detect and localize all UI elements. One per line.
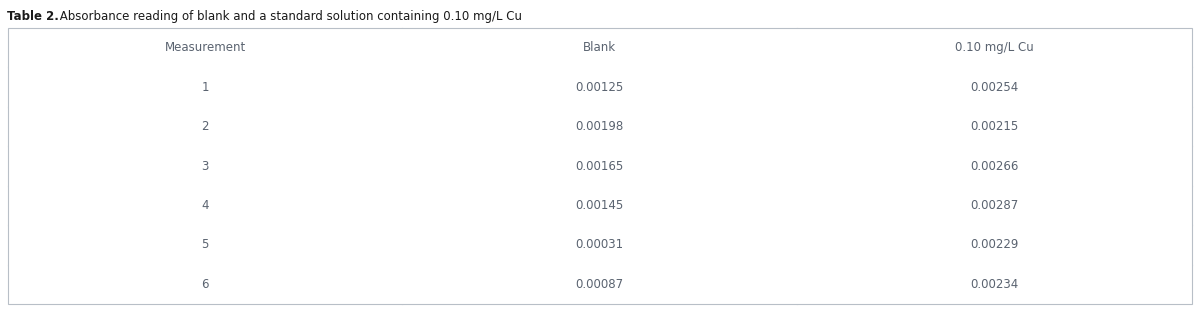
Text: 4: 4 [202,199,209,212]
Text: 0.00031: 0.00031 [575,238,624,251]
Text: 0.00125: 0.00125 [575,80,624,94]
Text: Absorbance reading of blank and a standard solution containing 0.10 mg/L Cu: Absorbance reading of blank and a standa… [56,10,522,23]
Text: 3: 3 [202,159,209,173]
Text: 2: 2 [202,120,209,133]
Text: 0.00254: 0.00254 [970,80,1019,94]
Text: Blank: Blank [583,41,616,54]
Text: 5: 5 [202,238,209,251]
Text: 0.00215: 0.00215 [970,120,1019,133]
Text: 0.10 mg/L Cu: 0.10 mg/L Cu [955,41,1033,54]
Text: 0.00087: 0.00087 [575,278,624,291]
Text: 0.00266: 0.00266 [970,159,1019,173]
Text: 0.00198: 0.00198 [575,120,624,133]
Text: 1: 1 [202,80,209,94]
Text: 0.00229: 0.00229 [970,238,1019,251]
Text: Table 2.: Table 2. [7,10,59,23]
Text: 0.00165: 0.00165 [575,159,624,173]
Text: 0.00145: 0.00145 [575,199,624,212]
Text: Measurement: Measurement [164,41,246,54]
Text: 0.00234: 0.00234 [970,278,1019,291]
Text: 0.00287: 0.00287 [970,199,1019,212]
Text: 6: 6 [202,278,209,291]
